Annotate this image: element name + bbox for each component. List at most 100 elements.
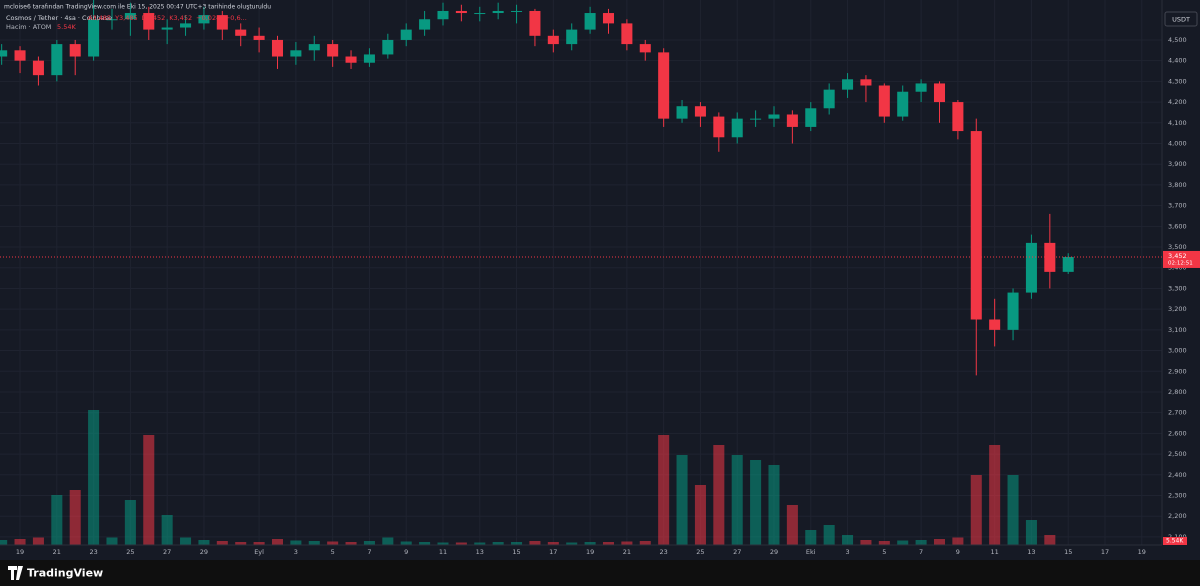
volume-bar — [860, 540, 872, 545]
x-tick-label: 7 — [367, 548, 371, 556]
x-tick-label: 27 — [163, 548, 171, 556]
candle-body — [161, 27, 173, 30]
candle-body — [952, 102, 964, 132]
candle-body — [1062, 256, 1074, 272]
countdown: 02:12:51 — [1168, 260, 1193, 266]
volume-bar — [180, 537, 192, 545]
footer — [0, 560, 1200, 586]
x-tick-label: 25 — [126, 548, 134, 556]
y-tick-label: 2,100 — [1168, 533, 1187, 541]
volume-bar — [989, 445, 1001, 545]
last-price-label: 3,452 — [1168, 252, 1187, 260]
candle-body — [750, 118, 762, 120]
volume-bar — [235, 542, 247, 545]
volume-bar — [437, 542, 449, 545]
candle-body — [915, 83, 927, 92]
candle-body — [290, 50, 302, 57]
volume-bar — [750, 460, 762, 545]
volume-bar — [566, 542, 578, 545]
candle-body — [768, 114, 780, 119]
last-volume-box — [1163, 537, 1187, 545]
candle-body — [88, 19, 100, 57]
volume-bar — [658, 435, 670, 545]
x-tick-label: 23 — [89, 548, 97, 556]
x-tick-label: 21 — [623, 548, 631, 556]
volume-bar — [878, 541, 890, 545]
volume-bar — [915, 540, 927, 545]
last-volume-label: 5.54K — [1166, 538, 1184, 545]
volume-bar — [474, 542, 486, 545]
caption: mcloise6 tarafından TradingView.com ile … — [4, 4, 271, 11]
volume-bar — [455, 542, 467, 545]
candle-body — [584, 13, 596, 30]
y-tick-label: 4,500 — [1168, 36, 1187, 44]
y-tick-label: 4,300 — [1168, 77, 1187, 85]
volume-bar — [584, 542, 596, 545]
axes: 4,500 4,400 4,300 4,200 4,100 4,000 3,900 3,800… — [0, 36, 1200, 556]
x-tick-label: 7 — [919, 548, 923, 556]
x-tick-label: 25 — [696, 548, 704, 556]
y-tick-label: 2,600 — [1168, 429, 1187, 437]
ohlc-value: D3,452 — [142, 14, 166, 22]
y-tick-label: 2,300 — [1168, 492, 1187, 500]
candle-body — [1044, 242, 1056, 272]
volume-bar — [621, 541, 633, 545]
currency-button[interactable] — [1164, 11, 1198, 27]
y-tick-label: 3,200 — [1168, 305, 1187, 313]
candle-body — [786, 114, 798, 127]
y-tick-label: 3,900 — [1168, 160, 1187, 168]
x-tick-label: 29 — [770, 548, 778, 556]
candle-body — [511, 10, 523, 12]
candle-body — [0, 50, 8, 57]
y-tick-label: 4,200 — [1168, 98, 1187, 106]
candle-body — [363, 54, 375, 63]
x-tick-label: Eyl — [254, 548, 264, 556]
volume-bar — [511, 542, 523, 545]
volume-title: Hacim · ATOM — [6, 23, 51, 31]
volume-bar — [1025, 520, 1037, 545]
candle-body — [897, 91, 909, 117]
y-tick-label: 2,400 — [1168, 471, 1187, 479]
x-tick-label: 15 — [1064, 548, 1072, 556]
y-tick-label: 2,200 — [1168, 512, 1187, 520]
x-tick-label: 13 — [1027, 548, 1035, 556]
volume-bar — [51, 495, 63, 545]
volume-bar — [731, 455, 743, 545]
x-tick-label: 19 — [1138, 548, 1146, 556]
candle-body — [860, 79, 872, 86]
candle-body — [621, 23, 633, 45]
candle-body — [382, 39, 394, 55]
x-tick-label: 5 — [882, 548, 886, 556]
volume-bar — [14, 539, 26, 545]
candle-body — [713, 116, 725, 138]
x-tick-label: 3 — [845, 548, 849, 556]
x-tick-label: 9 — [404, 548, 408, 556]
y-tick-label: 3,000 — [1168, 347, 1187, 355]
x-tick-label: 11 — [439, 548, 447, 556]
y-tick-label: 3,700 — [1168, 202, 1187, 210]
y-tick-label: 4,100 — [1168, 119, 1187, 127]
x-tick-label: 13 — [476, 548, 484, 556]
candle-body — [308, 44, 320, 51]
volume-bar — [106, 537, 118, 545]
grid — [0, 0, 1162, 545]
candle-body — [198, 15, 210, 24]
volume-bar — [253, 542, 265, 545]
candle-body — [823, 89, 835, 109]
volume-bar — [676, 455, 688, 545]
volume-bar — [345, 542, 357, 545]
candle-body — [216, 15, 228, 30]
x-tick-label: 27 — [733, 548, 741, 556]
volume-bar — [897, 540, 909, 545]
x-tick-label: 19 — [16, 548, 24, 556]
volume-bar — [694, 485, 706, 545]
candle-body — [474, 13, 486, 15]
volume-bar — [290, 540, 302, 545]
x-tick-label: 23 — [660, 548, 668, 556]
volume-bar — [124, 500, 136, 545]
currency[interactable]: USDT — [1172, 16, 1190, 24]
ohlc-value: K3,452 — [169, 14, 192, 22]
brand: TradingView — [27, 567, 103, 580]
volume-bar — [88, 410, 100, 545]
candle-body — [437, 10, 449, 20]
